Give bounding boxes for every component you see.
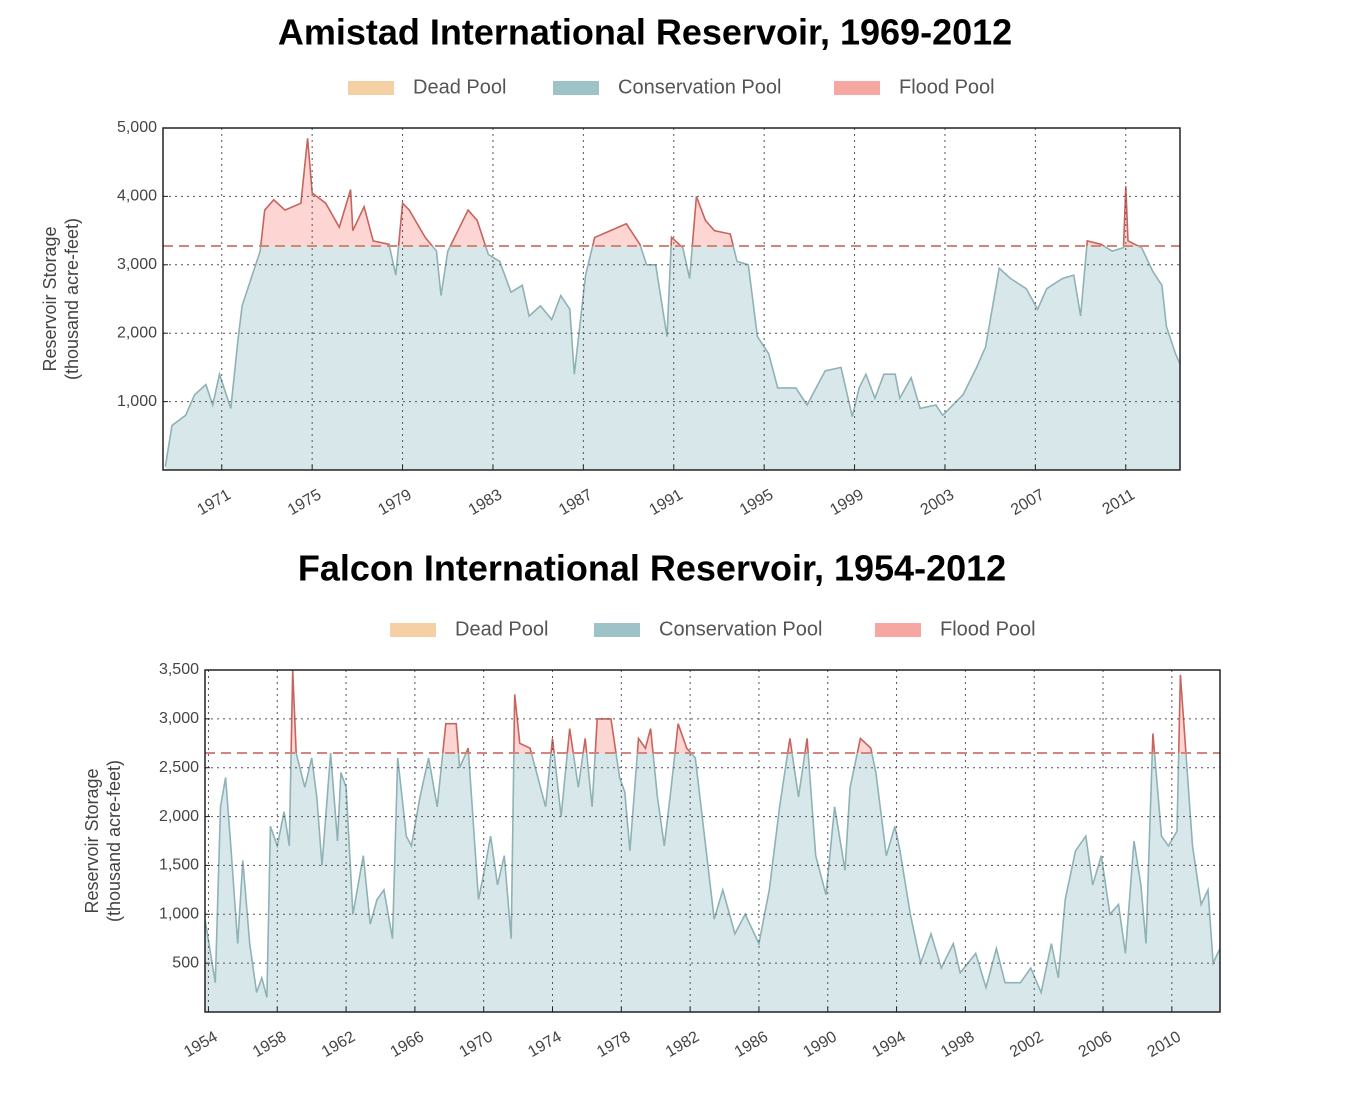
conservation-area [165, 245, 1180, 470]
legend-swatch [553, 81, 599, 95]
x-tick-label: 1962 [319, 1028, 358, 1061]
x-tick-label: 1975 [285, 486, 324, 519]
x-tick-label: 2007 [1008, 486, 1047, 519]
plot-frame [162, 127, 1181, 471]
x-tick-label: 2002 [1007, 1028, 1046, 1061]
x-tick-label: 1970 [456, 1028, 495, 1061]
y-tick-label: 2,000 [159, 808, 199, 825]
x-tick-label: 1991 [647, 486, 686, 519]
chart-title: Amistad International Reservoir, 1969-20… [278, 12, 1012, 53]
y-axis-label-line: (thousand acre-feet) [62, 218, 82, 380]
legend-swatch [834, 81, 880, 95]
y-axis-label: Reservoir Storage (thousand acre-feet) [82, 760, 124, 922]
x-tick-label: 1971 [195, 486, 234, 519]
y-tick-label: 3,500 [159, 661, 199, 678]
y-tick-label: 2,000 [117, 324, 157, 341]
y-tick-label: 1,500 [159, 857, 199, 874]
x-tick-label: 1998 [938, 1028, 977, 1061]
x-tick-label: 1966 [388, 1028, 427, 1061]
x-tick-label: 2011 [1100, 486, 1138, 518]
y-tick-label: 3,000 [159, 710, 199, 727]
legend-label: Conservation Pool [659, 618, 822, 640]
x-tick-label: 1982 [663, 1028, 702, 1061]
x-tick-label: 1994 [869, 1028, 908, 1061]
x-tick-label: 1986 [732, 1028, 771, 1061]
y-axis-label: Reservoir Storage (thousand acre-feet) [40, 218, 82, 380]
x-tick-label: 1979 [375, 486, 414, 519]
x-tick-label: 2010 [1145, 1028, 1184, 1061]
legend-label: Flood Pool [940, 618, 1036, 640]
x-tick-label: 1990 [801, 1028, 840, 1061]
x-tick-label: 2006 [1076, 1028, 1115, 1061]
legend-label: Dead Pool [455, 618, 548, 640]
x-tick-label: 1978 [594, 1028, 633, 1061]
plot-frame [204, 669, 1221, 1013]
legend-label: Conservation Pool [618, 76, 781, 98]
y-axis-label-line: Reservoir Storage [40, 226, 60, 371]
x-tick-label: 1995 [737, 486, 776, 519]
flood-line [259, 138, 1140, 246]
x-tick-label: 1983 [466, 486, 505, 519]
y-tick-label: 3,000 [117, 256, 157, 273]
y-tick-label: 2,500 [159, 759, 199, 776]
legend-swatch [875, 623, 921, 637]
x-tick-label: 1987 [556, 486, 595, 519]
x-tick-label: 1954 [181, 1028, 220, 1061]
legend-swatch [594, 623, 640, 637]
flood-area [260, 138, 1139, 246]
conservation-line [164, 245, 1180, 467]
y-tick-label: 1,000 [117, 393, 157, 410]
y-tick-label: 500 [172, 954, 199, 971]
x-tick-label: 1958 [250, 1028, 289, 1061]
y-axis-label-line: Reservoir Storage [82, 768, 102, 913]
x-tick-label: 2003 [918, 486, 957, 519]
legend-label: Dead Pool [413, 76, 506, 98]
y-tick-label: 5,000 [117, 119, 157, 136]
y-axis-label-line: (thousand acre-feet) [104, 760, 124, 922]
y-tick-label: 1,000 [159, 906, 199, 923]
x-tick-label: 1974 [525, 1028, 564, 1061]
legend-label: Flood Pool [899, 76, 995, 98]
x-tick-label: 1999 [827, 486, 866, 519]
legend-swatch [348, 81, 394, 95]
conservation-line [205, 753, 1220, 998]
chart-title: Falcon International Reservoir, 1954-201… [298, 548, 1006, 589]
y-tick-label: 4,000 [117, 188, 157, 205]
legend-swatch [390, 623, 436, 637]
conservation-area [205, 753, 1220, 1012]
